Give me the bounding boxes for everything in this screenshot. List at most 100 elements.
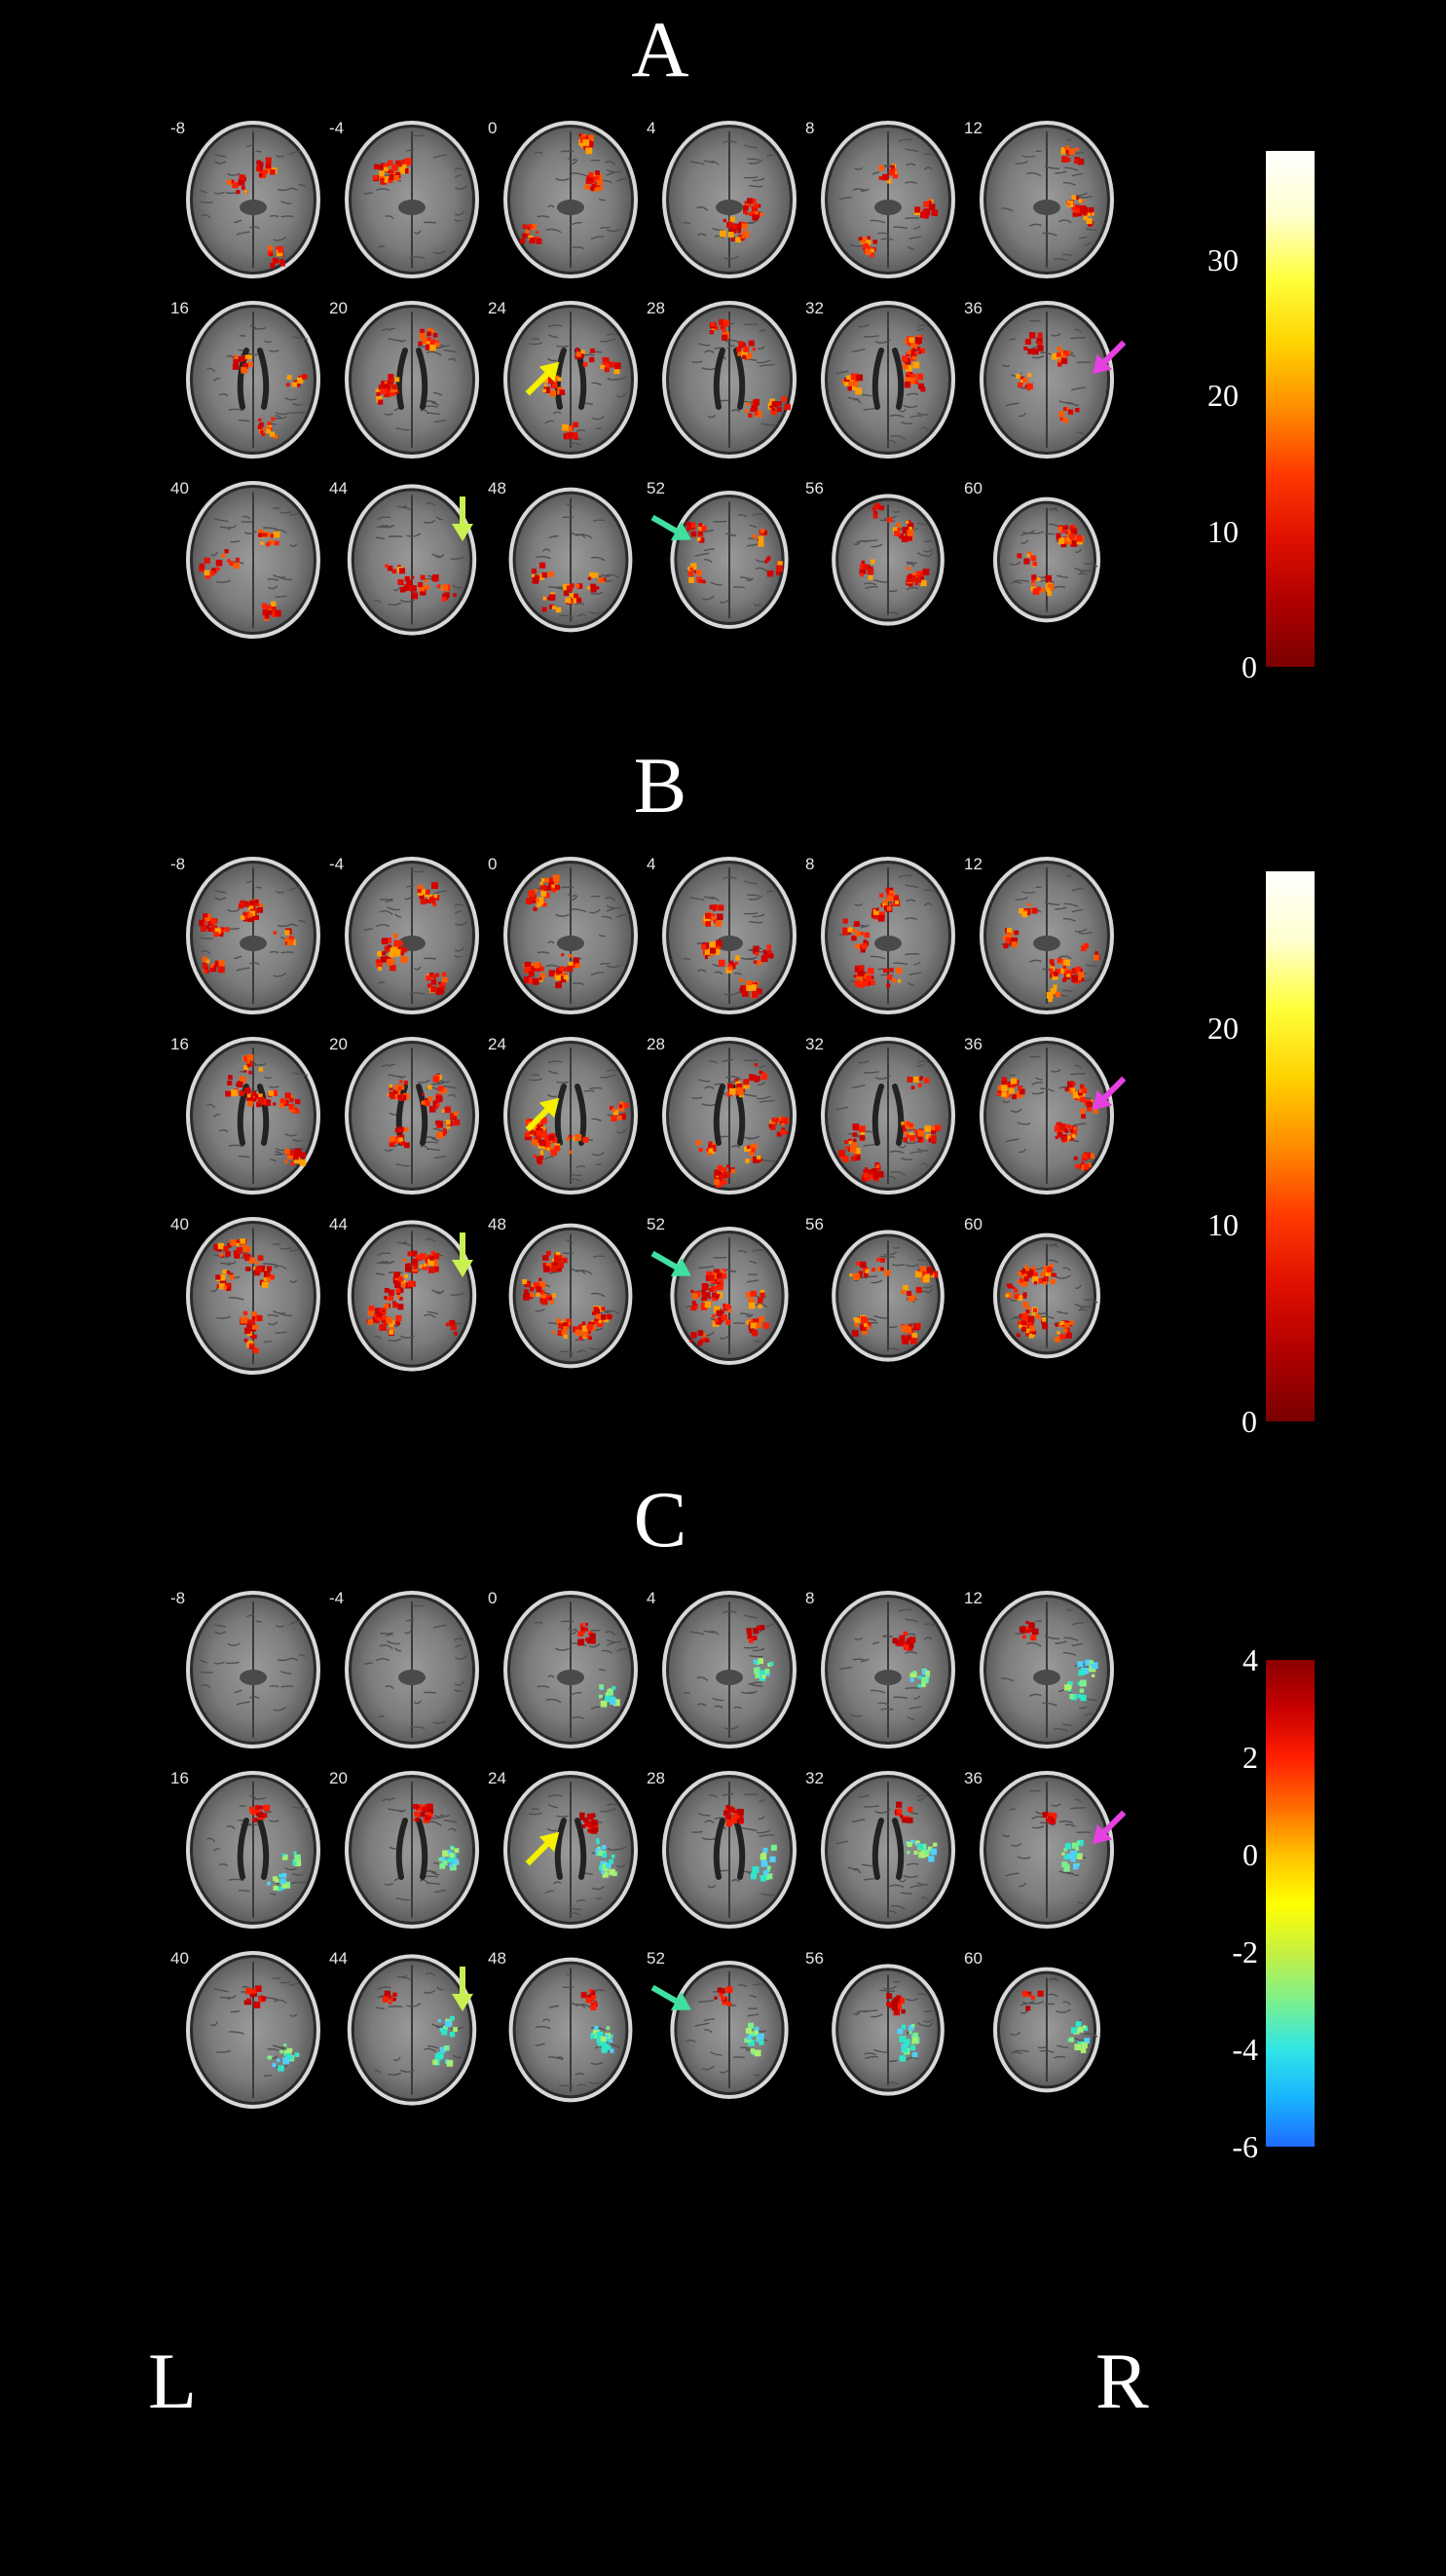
activation-voxel xyxy=(232,181,239,189)
activation-voxel xyxy=(1041,1317,1047,1322)
activation-voxel xyxy=(1046,587,1051,593)
activation-voxel xyxy=(1063,1865,1070,1872)
activation-voxel xyxy=(1073,1126,1077,1130)
activation-voxel xyxy=(723,1171,730,1178)
activation-voxel xyxy=(252,1347,259,1354)
activation-voxel xyxy=(204,921,207,925)
activation-voxel xyxy=(451,1847,455,1851)
activation-voxel xyxy=(246,1256,250,1261)
activation-voxel xyxy=(841,927,849,935)
activation-voxel xyxy=(1061,1861,1068,1868)
axial-brain-slice xyxy=(974,1213,1120,1379)
activation-voxel xyxy=(288,1094,294,1100)
activation-voxel xyxy=(253,1270,261,1276)
activation-voxel xyxy=(523,975,531,983)
activation-voxel xyxy=(851,1330,859,1337)
activation-voxel xyxy=(856,374,864,382)
activation-voxel xyxy=(299,1159,307,1166)
activation-voxel xyxy=(240,1316,247,1324)
activation-voxel xyxy=(901,1122,906,1125)
activation-voxel xyxy=(440,982,446,987)
axial-brain-slice xyxy=(656,1587,802,1752)
slice-z-label: -4 xyxy=(329,119,345,137)
activation-voxel xyxy=(399,1134,405,1140)
activation-voxel xyxy=(241,185,245,190)
activation-voxel xyxy=(912,1295,916,1299)
activation-voxel xyxy=(389,1329,394,1335)
activation-voxel xyxy=(386,938,392,943)
activation-voxel xyxy=(735,955,740,961)
activation-voxel xyxy=(862,971,867,976)
activation-voxel xyxy=(583,1818,589,1823)
activation-voxel xyxy=(859,1125,866,1133)
activation-voxel xyxy=(708,1148,714,1154)
activation-voxel xyxy=(392,933,398,938)
activation-voxel xyxy=(449,1320,456,1326)
activation-voxel xyxy=(265,166,273,173)
activation-voxel xyxy=(1070,528,1078,535)
activation-voxel xyxy=(593,175,600,182)
activation-voxel xyxy=(215,559,223,567)
activation-voxel xyxy=(286,1155,291,1160)
axial-brain-slice xyxy=(974,297,1120,462)
activation-voxel xyxy=(590,1827,598,1834)
activation-voxel xyxy=(784,403,791,411)
activation-voxel xyxy=(566,425,573,432)
slice-z-label: 12 xyxy=(964,119,983,137)
activation-voxel xyxy=(584,1627,588,1632)
activation-voxel xyxy=(1042,1279,1048,1285)
activation-voxel xyxy=(870,559,875,565)
activation-voxel xyxy=(1001,1077,1008,1083)
activation-voxel xyxy=(420,589,426,596)
activation-voxel xyxy=(1068,148,1075,155)
activation-voxel xyxy=(246,1998,252,2004)
activation-voxel xyxy=(1020,1270,1028,1278)
activation-voxel xyxy=(1071,1082,1076,1086)
activation-voxel xyxy=(1093,1108,1098,1114)
activation-voxel xyxy=(387,565,393,571)
activation-voxel xyxy=(870,980,875,986)
panel-label-a: A xyxy=(631,5,689,93)
activation-voxel xyxy=(754,2030,760,2036)
activation-voxel xyxy=(721,1270,725,1273)
activation-voxel xyxy=(1042,1323,1049,1330)
activation-voxel xyxy=(727,962,732,967)
activation-voxel xyxy=(875,907,879,911)
activation-voxel xyxy=(263,533,268,537)
activation-voxel xyxy=(700,1297,705,1302)
activation-voxel xyxy=(246,1322,253,1329)
activation-voxel xyxy=(294,2052,299,2057)
activation-voxel xyxy=(718,1171,723,1176)
colorbar-tick-label: 2 xyxy=(1242,1740,1258,1775)
activation-voxel xyxy=(413,1818,417,1822)
activation-voxel xyxy=(257,906,264,913)
activation-voxel xyxy=(717,1987,723,1993)
activation-voxel xyxy=(449,1853,455,1858)
magenta-arrow xyxy=(1092,340,1127,375)
activation-voxel xyxy=(388,160,393,166)
activation-voxel xyxy=(572,431,578,439)
activation-voxel xyxy=(602,2043,610,2051)
axial-brain-slice xyxy=(180,1213,326,1379)
activation-voxel xyxy=(927,199,931,202)
activation-voxel xyxy=(281,1872,287,1878)
activation-voxel xyxy=(398,1297,403,1301)
activation-voxel xyxy=(244,1087,251,1094)
activation-voxel xyxy=(882,902,886,907)
activation-voxel xyxy=(766,944,772,950)
activation-voxel xyxy=(603,361,608,367)
activation-voxel xyxy=(239,174,245,181)
activation-voxel xyxy=(1020,1280,1028,1287)
activation-voxel xyxy=(417,891,423,897)
slice-z-label: 12 xyxy=(964,1589,983,1607)
activation-voxel xyxy=(286,375,292,380)
activation-voxel xyxy=(760,1670,766,1676)
activation-voxel xyxy=(912,2032,918,2038)
activation-voxel xyxy=(596,1320,604,1328)
activation-voxel xyxy=(698,1148,703,1153)
activation-voxel xyxy=(751,981,755,986)
activation-voxel xyxy=(762,1870,768,1876)
activation-voxel xyxy=(891,2005,898,2011)
activation-voxel xyxy=(776,1131,782,1137)
activation-voxel xyxy=(704,1301,712,1308)
